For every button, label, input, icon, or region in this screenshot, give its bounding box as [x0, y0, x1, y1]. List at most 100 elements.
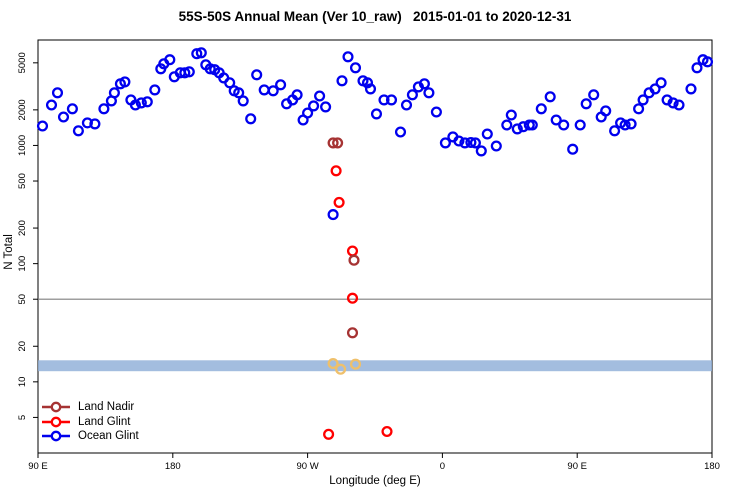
y-tick-label: 100 [17, 256, 28, 272]
ocean-glint-point [475, 145, 487, 157]
ocean-glint-point [511, 123, 523, 135]
chart-title: 55S-50S Annual Mean (Ver 10_raw) 2015-01… [178, 9, 572, 24]
land-glint-point [330, 165, 342, 177]
ocean-glint-point [51, 87, 64, 99]
ocean-glint-point [327, 209, 339, 221]
x-tick-label: 0 [440, 461, 445, 472]
ocean-glint-point [308, 100, 320, 112]
ocean-glint-point [481, 128, 493, 140]
ocean-glint-point [580, 98, 592, 110]
ocean-glint-point [394, 126, 407, 138]
land-glint-point [381, 425, 393, 438]
highlight-band [38, 360, 712, 372]
legend-label: Ocean Glint [78, 430, 139, 443]
ocean-glint-point [439, 137, 451, 149]
ocean-glint-point [36, 120, 49, 132]
ocean-glint-point [465, 136, 477, 149]
ocean-glint-point [406, 89, 418, 101]
land-nadir-point [327, 137, 339, 149]
ocean-glint-point [349, 62, 362, 74]
ocean-glint-point [72, 125, 84, 137]
land-glint-point [346, 292, 359, 304]
ocean-glint-point [501, 119, 513, 131]
ocean-glint-point [430, 106, 442, 118]
ocean-glint-point [275, 79, 287, 91]
x-tick-label: 180 [704, 461, 720, 472]
land-nadir-point [348, 254, 360, 266]
ocean-glint-point [490, 140, 502, 152]
land-glint-point [333, 196, 345, 208]
obscured-gold-points-point [327, 357, 339, 370]
legend-marker-icon [42, 416, 70, 428]
ocean-glint-point [258, 84, 270, 96]
ocean-glint-point [649, 83, 661, 95]
ocean-glint-point [320, 101, 332, 113]
ocean-glint-point [119, 76, 131, 88]
ocean-glint-point [336, 75, 348, 87]
ocean-glint-point [418, 78, 430, 90]
legend-label: Land Nadir [78, 401, 135, 414]
y-tick-label: 10 [17, 377, 28, 388]
ocean-glint-point [224, 77, 236, 89]
ocean-glint-point [574, 119, 586, 131]
legend-marker-icon [42, 401, 70, 413]
land-glint-point [346, 245, 359, 257]
ocean-glint-point [633, 103, 645, 115]
x-tick-label: 90 W [297, 461, 319, 472]
y-tick-label: 5 [17, 415, 28, 420]
ocean-glint-point [567, 143, 579, 155]
legend-item-land-glint: Land Glint [41, 415, 139, 430]
ocean-glint-point [609, 125, 621, 137]
plot-border [37, 39, 713, 454]
ocean-glint-point [129, 99, 141, 111]
ocean-glint-point [558, 119, 570, 131]
ocean-glint-point [66, 103, 78, 115]
ocean-glint-point [183, 66, 195, 78]
ocean-glint-point [149, 84, 161, 96]
ocean-glint-point [98, 103, 110, 115]
ocean-glint-point [667, 97, 679, 109]
ocean-glint-point [544, 91, 556, 103]
ocean-glint-point [141, 96, 153, 108]
obscured-gold-points-point [349, 358, 362, 370]
ocean-glint-point [195, 47, 207, 59]
ocean-glint-point [237, 95, 249, 107]
y-tick-label: 5000 [17, 52, 28, 73]
land-nadir-point [332, 137, 344, 149]
y-tick-label: 200 [17, 220, 28, 236]
ocean-glint-point [245, 113, 257, 125]
ocean-glint-point [505, 109, 517, 121]
ocean-glint-point [135, 97, 147, 109]
y-tick-label: 20 [17, 341, 28, 352]
ocean-glint-point [619, 119, 631, 131]
ocean-glint-point [526, 119, 538, 131]
ocean-glint-point [302, 107, 314, 119]
ocean-glint-point [378, 94, 390, 106]
land-nadir-point [346, 327, 359, 339]
ocean-glint-point [637, 94, 649, 106]
ocean-glint-point [267, 85, 279, 97]
ocean-glint-point [291, 89, 303, 101]
ocean-glint-point [701, 56, 714, 68]
y-tick-label: 2000 [17, 99, 28, 120]
ocean-glint-point [588, 89, 600, 101]
ocean-glint-point [370, 108, 383, 120]
ocean-glint-point [691, 62, 703, 74]
legend-item-land-nadir: Land Nadir [41, 400, 139, 415]
ocean-glint-point [423, 87, 435, 99]
ocean-glint-point [655, 77, 667, 89]
ocean-glint-point [81, 117, 93, 129]
legend: Land Nadir Land Glint Ocean Glint [41, 400, 139, 444]
ocean-glint-point [385, 94, 398, 106]
ocean-glint-point [342, 51, 354, 63]
ocean-glint-point [45, 99, 58, 111]
x-tick-label: 90 E [567, 461, 587, 472]
ocean-glint-point [164, 54, 176, 66]
ocean-glint-point [57, 111, 70, 123]
ocean-glint-point [400, 99, 413, 111]
x-tick-label: 90 E [28, 461, 48, 472]
legend-item-ocean-glint: Ocean Glint [41, 429, 139, 444]
y-tick-label: 500 [17, 173, 28, 189]
